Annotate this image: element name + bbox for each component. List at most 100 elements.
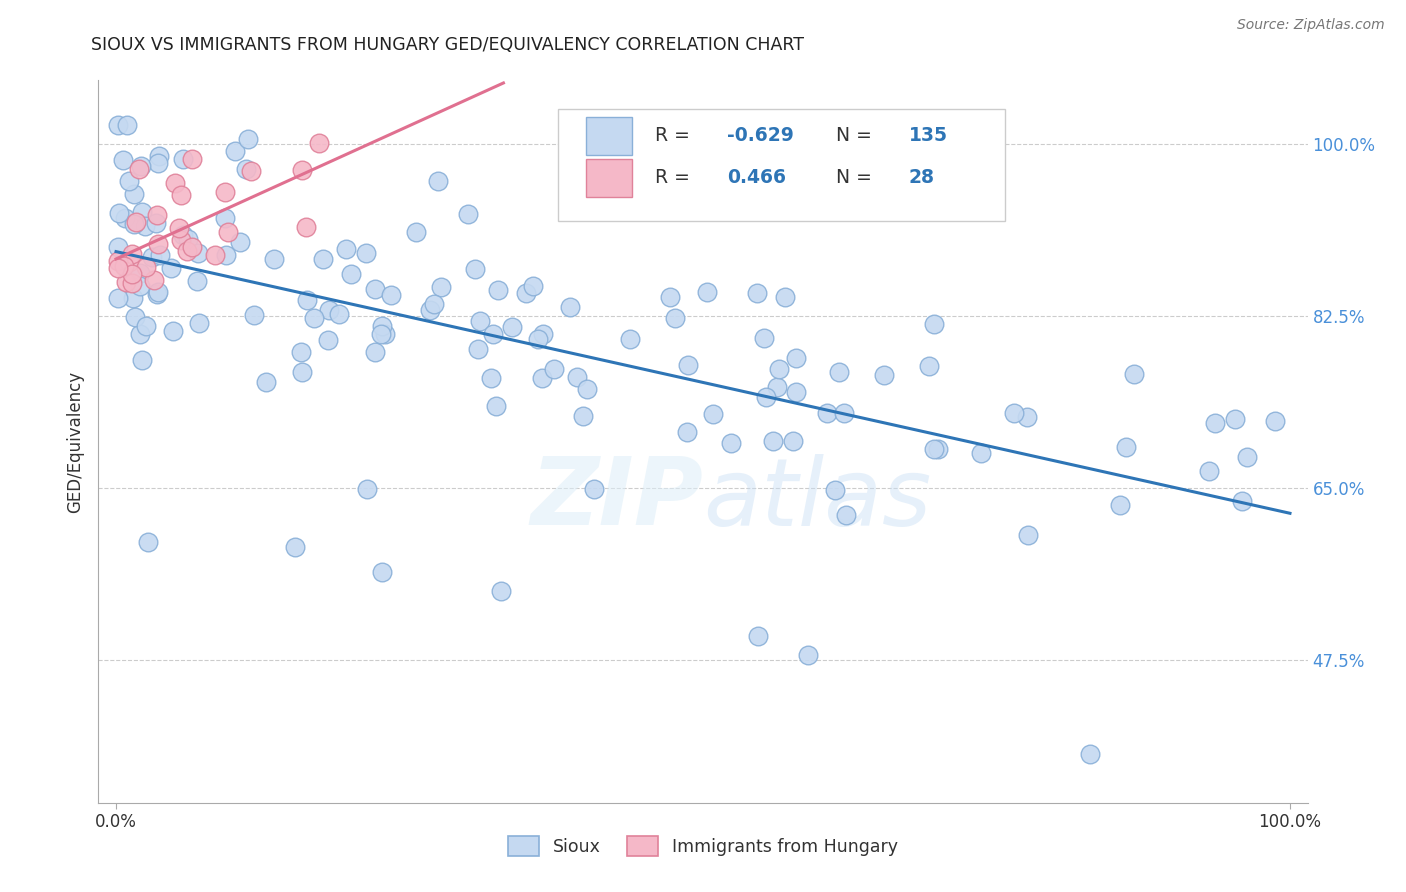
Point	[224, 144, 246, 158]
Point	[124, 214, 146, 228]
Point	[215, 248, 238, 262]
Point	[1002, 406, 1025, 420]
Text: 0.466: 0.466	[727, 169, 786, 187]
Point	[187, 316, 209, 330]
Point	[228, 235, 250, 249]
Point	[486, 283, 509, 297]
Point	[180, 153, 202, 167]
Point	[214, 211, 236, 225]
Point	[380, 287, 402, 301]
Point	[308, 136, 330, 150]
Point	[1115, 440, 1137, 454]
Point	[676, 358, 699, 372]
Point	[124, 310, 146, 324]
Point	[295, 293, 318, 307]
Point	[785, 351, 807, 366]
Point	[659, 290, 682, 304]
Text: N =: N =	[837, 169, 877, 187]
Point	[371, 318, 394, 333]
Point	[747, 629, 769, 643]
Point	[115, 275, 138, 289]
Point	[530, 370, 553, 384]
Point	[1223, 412, 1246, 426]
Point	[1204, 417, 1226, 431]
Point	[107, 292, 129, 306]
Point	[423, 296, 446, 310]
Point	[170, 233, 193, 247]
Text: ZIP: ZIP	[530, 453, 703, 545]
Point	[745, 285, 768, 300]
Point	[291, 163, 314, 178]
Point	[405, 225, 427, 239]
Point	[430, 279, 453, 293]
Point	[146, 237, 169, 252]
Point	[214, 185, 236, 199]
Legend: Sioux, Immigrants from Hungary: Sioux, Immigrants from Hungary	[501, 829, 905, 863]
Point	[172, 228, 194, 243]
Point	[1264, 414, 1286, 428]
Point	[766, 380, 789, 394]
Point	[426, 173, 449, 187]
Point	[131, 159, 153, 173]
Point	[485, 399, 508, 413]
Point	[217, 225, 239, 239]
Point	[558, 300, 581, 314]
Point	[1078, 747, 1101, 761]
Point	[572, 409, 595, 424]
Point	[149, 248, 172, 262]
Point	[762, 434, 785, 448]
Point	[254, 375, 277, 389]
Point	[239, 163, 262, 178]
Point	[479, 371, 502, 385]
Point	[112, 259, 135, 273]
Point	[187, 246, 209, 260]
Point	[121, 247, 143, 261]
Point	[318, 333, 340, 347]
Point	[922, 442, 945, 457]
Text: 135: 135	[908, 127, 948, 145]
Point	[773, 290, 796, 304]
Point	[204, 248, 226, 262]
Point	[128, 161, 150, 176]
Point	[129, 278, 152, 293]
Point	[457, 207, 479, 221]
Point	[172, 152, 194, 166]
Point	[922, 317, 945, 331]
Point	[177, 232, 200, 246]
Text: R =: R =	[655, 127, 696, 145]
Point	[163, 177, 186, 191]
Point	[522, 279, 544, 293]
Point	[107, 240, 129, 254]
Point	[1198, 464, 1220, 478]
Point	[295, 220, 318, 235]
Point	[1236, 450, 1258, 464]
Point	[515, 285, 537, 300]
Point	[128, 266, 150, 280]
Text: R =: R =	[655, 169, 696, 187]
Point	[374, 327, 396, 342]
Bar	[586, 117, 631, 154]
Point	[482, 327, 505, 342]
Point	[464, 261, 486, 276]
Point	[117, 255, 139, 269]
Point	[664, 311, 686, 326]
Point	[117, 118, 139, 132]
Point	[235, 161, 257, 176]
Point	[114, 211, 136, 226]
Point	[129, 326, 152, 341]
Point	[107, 254, 129, 268]
Point	[828, 366, 851, 380]
Point	[131, 205, 153, 219]
Point	[582, 482, 605, 496]
Point	[108, 206, 131, 220]
Point	[131, 353, 153, 368]
Point	[527, 332, 550, 346]
Point	[720, 436, 742, 450]
Point	[169, 188, 191, 202]
Point	[138, 535, 160, 549]
Point	[236, 132, 259, 146]
Point	[135, 319, 157, 334]
Point	[419, 302, 441, 317]
Point	[167, 221, 190, 235]
Point	[489, 584, 512, 599]
